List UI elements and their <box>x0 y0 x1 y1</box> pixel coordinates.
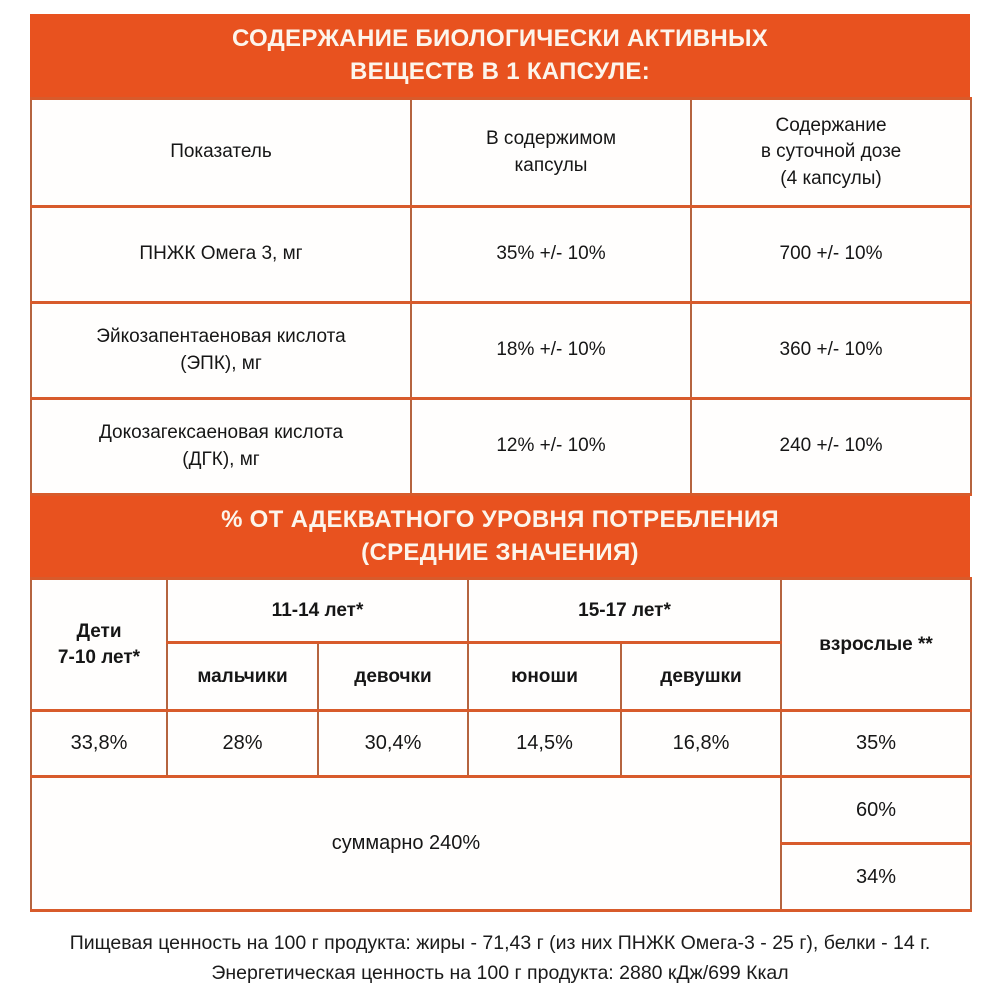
value-young-men-15-17: 14,5% <box>467 709 623 778</box>
per-capsule-value-cell: 35% +/- 10% <box>410 205 692 304</box>
table1-header-row: Показатель В содержимом капсулы Содержан… <box>30 97 972 208</box>
summary-total-cell: суммарно 240% <box>29 775 783 912</box>
value-boys-11-14: 28% <box>166 709 319 778</box>
value-adults: 35% <box>780 709 973 778</box>
adult-value-upper-cell: 60% <box>780 775 973 845</box>
section2-title-banner: % ОТ АДЕКВАТНОГО УРОВНЯ ПОТРЕБЛЕНИЯ (СРЕ… <box>30 496 970 577</box>
indicator-name-cell: Эйкозапентаеновая кислота (ЭПК), мг <box>30 301 412 400</box>
per-capsule-value-cell: 18% +/- 10% <box>410 301 692 400</box>
consumption-level-table: Дети 7-10 лет* 11-14 лет* 15-17 лет* взр… <box>29 577 973 912</box>
indicator-name-cell: ПНЖК Омега 3, мг <box>30 205 412 304</box>
header-group-15-17: 15-17 лет* <box>467 577 783 644</box>
daily-dose-value-cell: 240 +/- 10% <box>690 397 972 496</box>
value-young-women-15-17: 16,8% <box>620 709 783 778</box>
value-children-7-10: 33,8% <box>30 709 168 778</box>
header-children-7-10: Дети 7-10 лет* <box>30 577 168 712</box>
table1-row-epa: Эйкозапентаеновая кислота (ЭПК), мг 18% … <box>30 301 972 400</box>
table2-values-row: 33,8% 28% 30,4% 14,5% 16,8% 35% <box>30 709 973 778</box>
subheader-young-men: юноши <box>467 641 623 712</box>
column-header-daily-dose: Содержание в суточной дозе (4 капсулы) <box>690 97 972 208</box>
value-girls-11-14: 30,4% <box>316 709 470 778</box>
per-capsule-value-cell: 12% +/- 10% <box>410 397 692 496</box>
adult-value-lower-cell: 34% <box>780 842 973 912</box>
subheader-boys: мальчики <box>166 641 319 712</box>
footnotes: Пищевая ценность на 100 г продукта: жиры… <box>0 928 1000 988</box>
table2-group-header-row: Дети 7-10 лет* 11-14 лет* 15-17 лет* взр… <box>30 577 973 712</box>
label-sheet: СОДЕРЖАНИЕ БИОЛОГИЧЕСКИ АКТИВНЫХ ВЕЩЕСТВ… <box>29 0 973 912</box>
column-header-indicator: Показатель <box>30 97 412 208</box>
daily-dose-value-cell: 360 +/- 10% <box>690 301 972 400</box>
subheader-girls: девочки <box>316 641 470 712</box>
nutrition-value-footnote: Пищевая ценность на 100 г продукта: жиры… <box>69 932 931 954</box>
bioactive-substances-table: Показатель В содержимом капсулы Содержан… <box>30 97 972 496</box>
column-header-per-capsule: В содержимом капсулы <box>410 97 692 208</box>
daily-dose-value-cell: 700 +/- 10% <box>690 205 972 304</box>
header-adults: взрослые ** <box>780 577 973 712</box>
indicator-name-cell: Докозагексаеновая кислота (ДГК), мг <box>30 397 412 496</box>
table2-summary-row: суммарно 240% 60% <box>29 775 973 912</box>
header-group-11-14: 11-14 лет* <box>165 577 470 644</box>
energy-value-footnote: Энергетическая ценность на 100 г продукт… <box>211 962 789 985</box>
section1-title-banner: СОДЕРЖАНИЕ БИОЛОГИЧЕСКИ АКТИВНЫХ ВЕЩЕСТВ… <box>30 14 970 97</box>
table2-subheader-row: мальчики девочки юноши девушки <box>31 641 971 712</box>
subheader-young-women: девушки <box>620 641 783 712</box>
table1-row-dha: Докозагексаеновая кислота (ДГК), мг 12% … <box>30 397 972 496</box>
table1-row-omega3: ПНЖК Омега 3, мг 35% +/- 10% 700 +/- 10% <box>30 205 972 304</box>
table2-summary-row-2: 34% <box>31 842 973 912</box>
